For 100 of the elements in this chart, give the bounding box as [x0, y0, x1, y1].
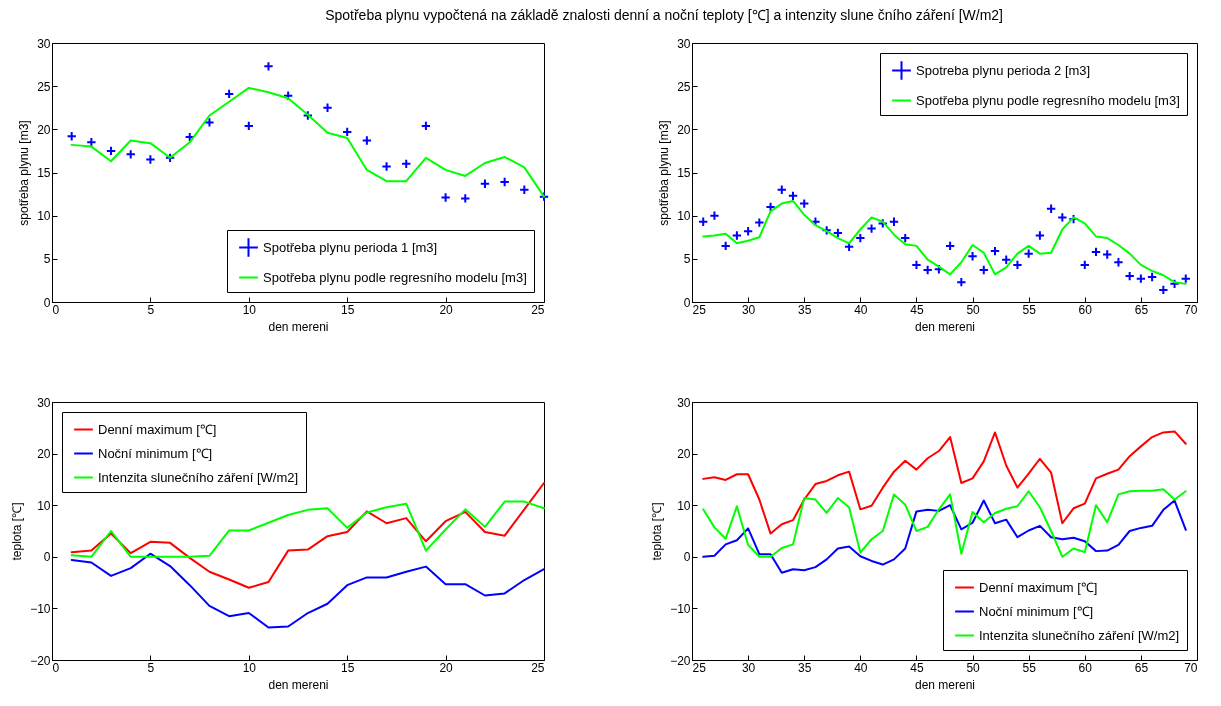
- line-series: [702, 430, 1187, 535]
- y-tick-label: 5: [43, 252, 51, 267]
- point: [1102, 249, 1113, 260]
- y-tick-label: 30: [37, 395, 51, 410]
- x-tick-label: 55: [1022, 660, 1037, 675]
- x-tick-label: 35: [798, 660, 812, 675]
- y-tick-label: 30: [677, 395, 691, 410]
- y-tick-label: −20: [30, 653, 51, 668]
- y-tick-label: 0: [43, 550, 51, 565]
- point: [499, 176, 510, 188]
- x-tick-label: 70: [1184, 660, 1198, 675]
- y-tick-label: 30: [677, 36, 691, 51]
- point: [440, 192, 451, 203]
- y-tick-label: 25: [677, 79, 691, 94]
- y-tick-label: −10: [670, 601, 691, 616]
- line-series: [702, 199, 1187, 285]
- x-tick-label: 65: [1134, 302, 1149, 317]
- x-tick-label: 30: [741, 302, 756, 317]
- point: [1023, 248, 1034, 259]
- x-tick-label: 40: [854, 302, 868, 317]
- line-series: [702, 499, 1187, 574]
- y-tick-label: 20: [677, 447, 691, 462]
- x-tick-label: 25: [531, 302, 545, 317]
- x-tick-label: 5: [147, 302, 155, 317]
- legend-label: Noční minimum [℃]: [98, 445, 213, 461]
- y-tick-label: 10: [677, 209, 691, 224]
- legend-label: Intenzita slunečního záření [W/m2]: [98, 469, 299, 485]
- y-axis-title: teplota [℃]: [650, 502, 665, 561]
- line-series: [70, 86, 545, 198]
- x-axis-title: den mereni: [268, 319, 329, 334]
- line-series: [702, 488, 1187, 558]
- x-tick-label: 70: [1184, 302, 1198, 317]
- y-tick-label: 10: [37, 498, 51, 513]
- x-axis-title: den mereni: [914, 677, 976, 692]
- y-tick-label: 0: [683, 550, 691, 565]
- point: [66, 131, 77, 142]
- point: [1034, 230, 1046, 241]
- x-tick-label: 45: [910, 302, 924, 317]
- y-tick-label: 20: [37, 122, 51, 137]
- x-tick-label: 15: [341, 660, 355, 675]
- point: [731, 230, 743, 241]
- point: [125, 149, 136, 160]
- legend-label: Spotreba plynu perioda 2 [m3]: [916, 62, 1091, 78]
- point: [866, 223, 877, 234]
- legend-label: Denní maximum [℃]: [98, 421, 217, 437]
- y-tick-label: 20: [677, 122, 691, 137]
- y-tick-label: −20: [670, 653, 691, 668]
- point: [754, 217, 765, 228]
- x-tick-label: 60: [1078, 302, 1093, 317]
- x-tick-label: 15: [341, 302, 355, 317]
- x-tick-label: 30: [741, 660, 756, 675]
- x-tick-label: 35: [798, 302, 812, 317]
- x-tick-label: 20: [439, 660, 454, 675]
- x-tick-label: 20: [439, 302, 454, 317]
- y-axis-title: teplota [℃]: [10, 502, 25, 561]
- point: [967, 251, 978, 262]
- x-tick-label: 25: [531, 660, 545, 675]
- point: [1057, 212, 1068, 223]
- x-tick-label: 55: [1022, 302, 1037, 317]
- legend-label: Noční minimum [℃]: [979, 603, 1094, 619]
- y-tick-label: 15: [37, 166, 51, 180]
- y-tick-label: −10: [30, 601, 51, 616]
- legend-label: Intenzita slunečního záření [W/m2]: [979, 627, 1180, 643]
- point: [86, 137, 97, 148]
- x-tick-label: 50: [966, 302, 981, 317]
- legend-label: Denní maximum [℃]: [979, 579, 1098, 595]
- legend-label: Spotřeba plynu podle regresního modelu [m3]: [916, 92, 1180, 108]
- y-axis-title: spotřeba plynu [m3]: [17, 120, 32, 226]
- point: [381, 161, 392, 172]
- y-axis-title: spotřeba plynu [m3]: [657, 120, 672, 226]
- y-tick-label: 25: [37, 79, 51, 94]
- point: [263, 61, 274, 72]
- x-tick-label: 10: [242, 660, 257, 675]
- x-tick-label: 40: [854, 660, 868, 675]
- x-tick-label: 5: [147, 660, 155, 675]
- point: [204, 117, 215, 128]
- point: [322, 102, 333, 113]
- point: [460, 193, 471, 204]
- x-tick-label: 50: [966, 660, 981, 675]
- y-tick-label: 20: [37, 447, 51, 462]
- point: [799, 198, 810, 209]
- y-tick-label: 10: [37, 209, 51, 224]
- x-tick-label: 60: [1078, 660, 1093, 675]
- point: [709, 210, 720, 221]
- point: [922, 264, 933, 276]
- point: [145, 154, 156, 165]
- x-tick-label: 45: [910, 660, 924, 675]
- x-axis-title: den mereni: [268, 677, 329, 692]
- point: [519, 184, 530, 195]
- line-series: [70, 552, 545, 629]
- point: [361, 135, 373, 146]
- x-tick-label: 10: [242, 302, 257, 317]
- line-series: [70, 500, 545, 558]
- legend-label: Spotřeba plynu perioda 1 [m3]: [263, 239, 438, 255]
- legend-label: Spotřeba plynu podle regresního modelu [m3]: [263, 269, 527, 285]
- y-tick-label: 5: [683, 252, 691, 267]
- text: Spotřeba plynu vypočtená na základě znalosti denní a noční teploty [℃] a intenzity slune čního záření [W/m2]: [325, 6, 1003, 23]
- y-tick-label: 10: [677, 498, 691, 513]
- x-axis-title: den mereni: [914, 319, 976, 334]
- x-tick-label: 65: [1134, 660, 1149, 675]
